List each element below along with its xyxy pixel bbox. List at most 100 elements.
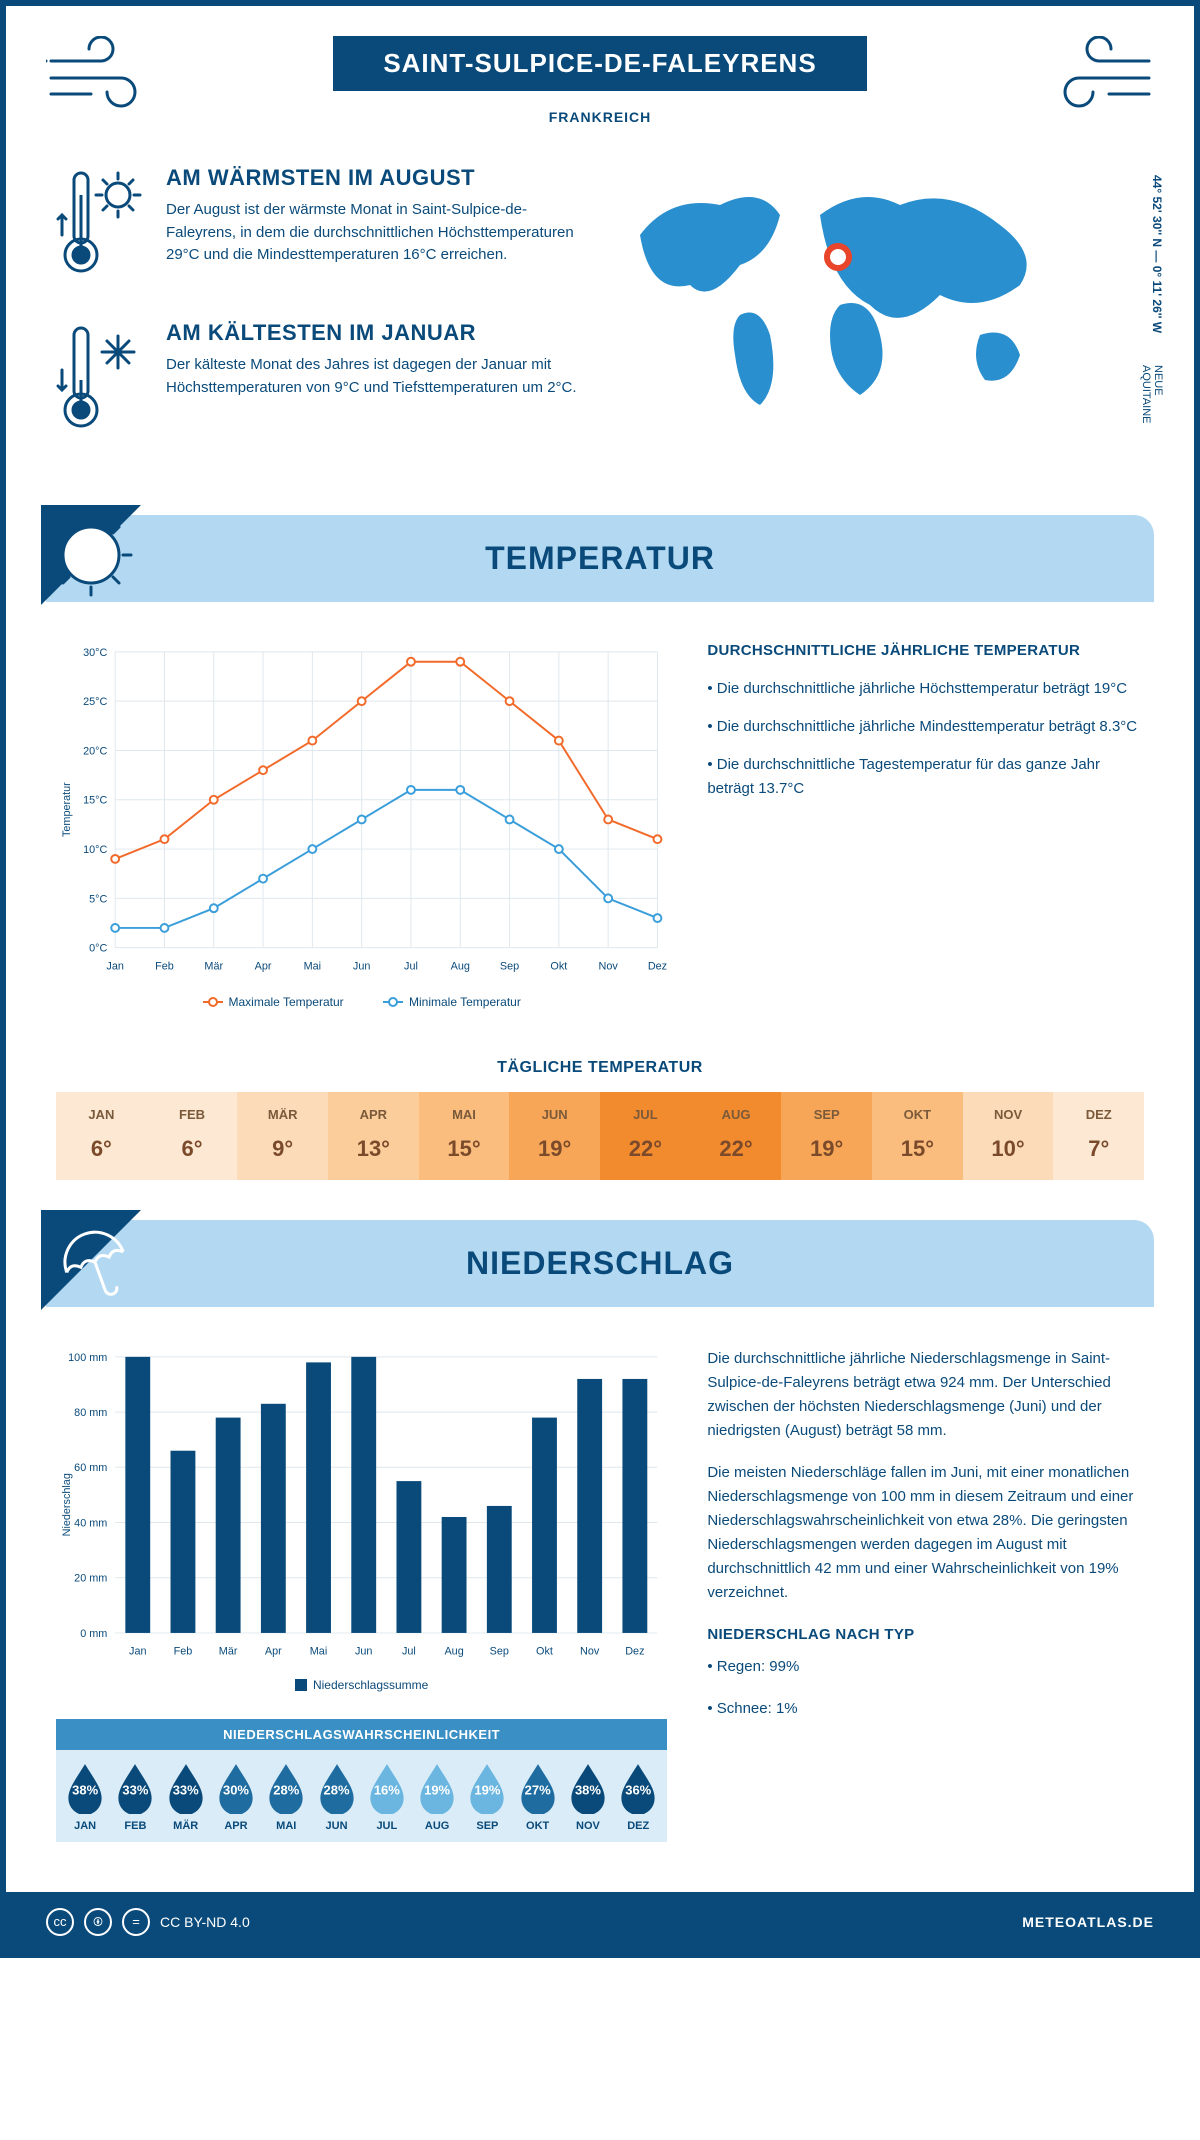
legend-max: Maximale Temperatur — [229, 995, 344, 1009]
svg-text:Niederschlag: Niederschlag — [61, 1473, 73, 1536]
svg-text:Jul: Jul — [402, 1646, 416, 1658]
by-icon: 🅯 — [84, 1908, 112, 1936]
sun-icon — [41, 505, 151, 620]
world-map: 44° 52' 30'' N — 0° 11' 26'' W NEUE AQUI… — [620, 165, 1144, 430]
country-subtitle: FRANKREICH — [46, 109, 1154, 125]
avg-temp-heading: DURCHSCHNITTLICHE JÄHRLICHE TEMPERATUR — [707, 642, 1144, 659]
svg-text:Jan: Jan — [106, 960, 123, 972]
svg-text:Aug: Aug — [444, 1646, 463, 1658]
avg-temp-p1: • Die durchschnittliche jährliche Höchst… — [707, 677, 1144, 701]
header: SAINT-SULPICE-DE-FALEYRENS FRANKREICH — [6, 6, 1194, 135]
svg-text:Feb: Feb — [155, 960, 174, 972]
probability-cell: 28%MAI — [263, 1762, 309, 1832]
svg-text:Mai: Mai — [304, 960, 321, 972]
precipitation-banner: NIEDERSCHLAG — [46, 1220, 1154, 1307]
svg-text:0 mm: 0 mm — [80, 1628, 107, 1640]
daily-cell: APR13° — [328, 1092, 419, 1180]
temperature-banner: TEMPERATUR — [46, 515, 1154, 602]
precip-rain: • Regen: 99% — [707, 1655, 1144, 1679]
svg-text:Okt: Okt — [536, 1646, 553, 1658]
footer: cc 🅯 = CC BY-ND 4.0 METEOATLAS.DE — [6, 1892, 1194, 1952]
svg-text:25°C: 25°C — [83, 696, 107, 708]
precip-p2: Die meisten Niederschläge fallen im Juni… — [707, 1461, 1144, 1605]
daily-cell: SEP19° — [781, 1092, 872, 1180]
svg-text:Mai: Mai — [310, 1646, 327, 1658]
precip-snow: • Schnee: 1% — [707, 1697, 1144, 1721]
svg-text:Nov: Nov — [599, 960, 619, 972]
svg-text:Dez: Dez — [648, 960, 667, 972]
svg-text:Okt: Okt — [550, 960, 567, 972]
temperature-line-chart: 0°C 5°C 10°C 15°C 20°C 25°C 30°C Jan Feb Mär Apr Ma… — [56, 642, 667, 977]
probability-cell: 16%JUL — [364, 1762, 410, 1832]
daily-temp-row: JAN6°FEB6°MÄR9°APR13°MAI15°JUN19°JUL22°A… — [56, 1092, 1144, 1180]
probability-cell: 33%FEB — [112, 1762, 158, 1832]
svg-text:10°C: 10°C — [83, 844, 107, 856]
legend-precip: Niederschlagssumme — [313, 1678, 428, 1692]
probability-title: NIEDERSCHLAGSWAHRSCHEINLICHKEIT — [56, 1719, 667, 1750]
umbrella-icon — [41, 1210, 151, 1325]
coordinates-label: 44° 52' 30'' N — 0° 11' 26'' W — [1150, 175, 1164, 333]
cc-icon: cc — [46, 1908, 74, 1936]
precipitation-bar-chart: 0 mm20 mm40 mm60 mm80 mm100 mmJanFebMärA… — [56, 1347, 667, 1663]
coldest-fact: AM KÄLTESTEN IM JANUAR Der kälteste Mona… — [56, 320, 580, 445]
svg-text:Mär: Mär — [204, 960, 223, 972]
probability-cell: 33%MÄR — [163, 1762, 209, 1832]
svg-text:Apr: Apr — [255, 960, 272, 972]
svg-text:Temperatur: Temperatur — [61, 782, 73, 837]
legend-min: Minimale Temperatur — [409, 995, 521, 1009]
thermometer-snow-icon — [56, 320, 146, 445]
svg-text:Mär: Mär — [219, 1646, 238, 1658]
svg-text:Jul: Jul — [404, 960, 418, 972]
svg-text:Nov: Nov — [580, 1646, 600, 1658]
svg-text:Feb: Feb — [174, 1646, 193, 1658]
site-name: METEOATLAS.DE — [1022, 1914, 1154, 1930]
page: SAINT-SULPICE-DE-FALEYRENS FRANKREICH AM… — [0, 0, 1200, 1958]
daily-cell: AUG22° — [691, 1092, 782, 1180]
temperature-heading: TEMPERATUR — [46, 540, 1154, 577]
svg-text:5°C: 5°C — [89, 893, 107, 905]
svg-text:0°C: 0°C — [89, 943, 107, 955]
avg-temp-p2: • Die durchschnittliche jährliche Mindes… — [707, 715, 1144, 739]
precip-type-heading: NIEDERSCHLAG NACH TYP — [707, 1623, 1144, 1647]
svg-text:60 mm: 60 mm — [74, 1462, 107, 1474]
daily-cell: JUN19° — [509, 1092, 600, 1180]
coldest-title: AM KÄLTESTEN IM JANUAR — [166, 320, 580, 346]
svg-text:Jun: Jun — [355, 1646, 372, 1658]
svg-text:40 mm: 40 mm — [74, 1518, 107, 1530]
precip-p1: Die durchschnittliche jährliche Niedersc… — [707, 1347, 1144, 1443]
intro-section: AM WÄRMSTEN IM AUGUST Der August ist der… — [6, 135, 1194, 515]
probability-panel: NIEDERSCHLAGSWAHRSCHEINLICHKEIT 38%JAN33… — [56, 1719, 667, 1842]
probability-cell: 19%AUG — [414, 1762, 460, 1832]
temp-chart-legend: Maximale Temperatur Minimale Temperatur — [56, 982, 667, 1019]
wind-icon — [46, 36, 156, 121]
probability-cell: 28%JUN — [313, 1762, 359, 1832]
svg-text:Apr: Apr — [265, 1646, 282, 1658]
probability-cell: 30%APR — [213, 1762, 259, 1832]
daily-cell: MÄR9° — [237, 1092, 328, 1180]
warmest-title: AM WÄRMSTEN IM AUGUST — [166, 165, 580, 191]
probability-cell: 27%OKT — [515, 1762, 561, 1832]
daily-cell: MAI15° — [419, 1092, 510, 1180]
thermometer-sun-icon — [56, 165, 146, 290]
svg-text:15°C: 15°C — [83, 795, 107, 807]
probability-cell: 19%SEP — [464, 1762, 510, 1832]
svg-text:20°C: 20°C — [83, 745, 107, 757]
page-title: SAINT-SULPICE-DE-FALEYRENS — [333, 36, 866, 91]
daily-cell: NOV10° — [963, 1092, 1054, 1180]
svg-text:Aug: Aug — [451, 960, 470, 972]
svg-text:20 mm: 20 mm — [74, 1573, 107, 1585]
svg-text:Jan: Jan — [129, 1646, 146, 1658]
nd-icon: = — [122, 1908, 150, 1936]
svg-text:Sep: Sep — [490, 1646, 509, 1658]
svg-text:Jun: Jun — [353, 960, 370, 972]
svg-text:80 mm: 80 mm — [74, 1407, 107, 1419]
coldest-text: Der kälteste Monat des Jahres ist dagege… — [166, 354, 580, 399]
license-text: CC BY-ND 4.0 — [160, 1914, 250, 1930]
daily-cell: OKT15° — [872, 1092, 963, 1180]
warmest-fact: AM WÄRMSTEN IM AUGUST Der August ist der… — [56, 165, 580, 290]
svg-text:30°C: 30°C — [83, 647, 107, 659]
precip-chart-legend: Niederschlagssumme — [56, 1668, 667, 1704]
svg-text:Sep: Sep — [500, 960, 519, 972]
avg-temp-p3: • Die durchschnittliche Tagestemperatur … — [707, 753, 1144, 801]
wind-icon — [1044, 36, 1154, 121]
